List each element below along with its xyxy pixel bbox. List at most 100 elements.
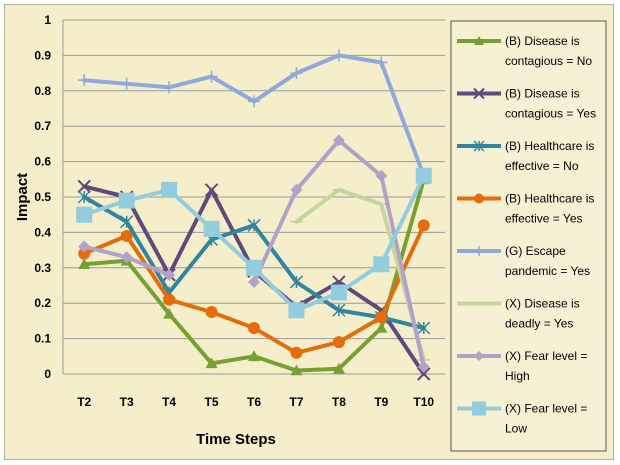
x-tick-label: T9 bbox=[374, 395, 388, 409]
x-tick-label: T2 bbox=[77, 395, 91, 409]
data-point-x bbox=[473, 87, 485, 100]
y-tick-label: 0.7 bbox=[34, 119, 51, 133]
series-8 bbox=[76, 167, 432, 319]
x-tick-label: T10 bbox=[413, 395, 434, 409]
series-line bbox=[294, 187, 426, 362]
gridlines bbox=[62, 19, 445, 375]
data-point-circle bbox=[248, 321, 260, 334]
legend-label: (G) Escape bbox=[505, 244, 566, 258]
data-point-plus bbox=[474, 246, 484, 256]
data-point-plus bbox=[290, 67, 303, 80]
y-tick-label: 0.1 bbox=[34, 332, 51, 346]
data-point-diamond bbox=[248, 275, 260, 288]
legend-item: (B) Healthcare is effective = No bbox=[457, 139, 594, 173]
data-point-star bbox=[77, 190, 91, 204]
data-point-circle bbox=[375, 311, 388, 324]
legend-item: (B) Disease is contagious = No bbox=[457, 34, 592, 68]
data-point-diamond bbox=[290, 183, 303, 196]
data-point-triangle bbox=[474, 36, 484, 45]
line-chart: 0 0.1 0.2 0.3 0.4 0.5 0.6 0.7 0.8 0.9 1 T2 T3 T4 T5 T6… bbox=[14, 13, 607, 452]
data-point-x bbox=[77, 179, 91, 194]
legend-label: (B) Healthcare is bbox=[505, 192, 594, 206]
series-6 bbox=[290, 187, 430, 362]
legend-label: Low bbox=[505, 422, 527, 436]
data-point-square bbox=[246, 259, 262, 276]
y-tick-label: 0.6 bbox=[34, 155, 51, 169]
x-tick-label: T4 bbox=[162, 395, 176, 409]
data-point-diamond bbox=[375, 169, 388, 182]
data-point-plus bbox=[120, 77, 133, 90]
data-point-x bbox=[204, 183, 219, 197]
legend-label: deadly = Yes bbox=[505, 317, 573, 331]
y-tick-labels: 0 0.1 0.2 0.3 0.4 0.5 0.6 0.7 0.8 0.9 1 bbox=[34, 13, 51, 381]
series-4 bbox=[78, 219, 430, 359]
legend-label: (X) Fear level = bbox=[505, 349, 587, 363]
data-point-square bbox=[330, 284, 347, 301]
data-point-circle bbox=[78, 247, 91, 260]
data-point-square bbox=[472, 401, 486, 416]
y-tick-label: 0.2 bbox=[34, 296, 51, 310]
legend-label: High bbox=[505, 369, 530, 383]
legend-label: (B) Disease is bbox=[505, 87, 580, 101]
data-point-x bbox=[417, 367, 431, 381]
data-point-circle bbox=[205, 306, 218, 319]
legend-item: (X) Disease is deadly = Yes bbox=[457, 297, 580, 331]
legend-item: (X) Fear level = High bbox=[457, 349, 587, 383]
data-point-star bbox=[332, 303, 346, 317]
chart-frame: 0 0.1 0.2 0.3 0.4 0.5 0.6 0.7 0.8 0.9 1 T2 T3 T4 T5 T6… bbox=[4, 4, 614, 460]
data-point-square bbox=[118, 192, 135, 209]
data-point-plus bbox=[248, 95, 260, 108]
data-point-triangle bbox=[248, 350, 260, 362]
data-point-star bbox=[247, 218, 261, 232]
data-point-plus bbox=[332, 49, 345, 62]
y-tick-label: 0.4 bbox=[34, 225, 51, 239]
data-point-star bbox=[120, 215, 134, 229]
data-point-diamond bbox=[163, 268, 176, 281]
y-tick-label: 0.5 bbox=[34, 190, 51, 204]
legend-item: (G) Escape pandemic = Yes bbox=[457, 244, 590, 278]
data-point-diamond bbox=[474, 351, 484, 361]
x-tick-label: T7 bbox=[289, 395, 303, 409]
data-point-square bbox=[203, 220, 220, 237]
y-axis-label: Impact bbox=[14, 173, 31, 221]
legend-item: (B) Healthcare is effective = Yes bbox=[457, 192, 594, 226]
x-tick-label: T3 bbox=[120, 395, 134, 409]
legend-label: contagious = No bbox=[505, 54, 592, 68]
x-tick-label: T6 bbox=[247, 395, 261, 409]
data-point-triangle bbox=[78, 258, 91, 270]
data-point-circle bbox=[417, 219, 430, 232]
data-point-triangle bbox=[205, 357, 218, 369]
data-point-square bbox=[288, 302, 305, 319]
y-tick-label: 1 bbox=[44, 13, 51, 27]
data-point-plus bbox=[78, 74, 91, 87]
data-point-diamond bbox=[417, 360, 430, 373]
data-point-circle bbox=[163, 293, 176, 306]
data-point-diamond bbox=[120, 251, 133, 264]
legend-label: pandemic = Yes bbox=[505, 264, 590, 278]
data-point-triangle bbox=[332, 362, 345, 374]
y-tick-label: 0 bbox=[44, 367, 51, 381]
data-point-plus bbox=[375, 56, 388, 69]
legend-label: effective = Yes bbox=[505, 212, 583, 226]
data-point-circle bbox=[332, 336, 345, 349]
legend-item: (X) Fear level = Low bbox=[457, 401, 587, 436]
y-tick-label: 0.8 bbox=[34, 84, 51, 98]
data-point-star bbox=[417, 321, 431, 335]
y-tick-label: 0.9 bbox=[34, 48, 51, 62]
data-point-square bbox=[415, 167, 432, 184]
data-point-plus bbox=[163, 81, 176, 94]
legend-label: (X) Fear level = bbox=[505, 402, 587, 416]
x-tick-labels: T2 T3 T4 T5 T6 T7 T8 T9 T10 bbox=[77, 395, 434, 409]
data-point-triangle bbox=[290, 364, 303, 376]
legend-label: (X) Disease is bbox=[505, 297, 580, 311]
data-point-triangle bbox=[375, 321, 388, 333]
data-point-triangle bbox=[163, 307, 176, 319]
data-point-diamond bbox=[332, 134, 345, 147]
legend-item: (B) Disease is contagious = Yes bbox=[457, 87, 596, 121]
x-tick-label: T8 bbox=[332, 395, 346, 409]
legend-box bbox=[450, 20, 607, 452]
data-point-diamond bbox=[78, 240, 91, 253]
data-point-circle bbox=[120, 229, 133, 242]
series-7 bbox=[78, 134, 430, 373]
